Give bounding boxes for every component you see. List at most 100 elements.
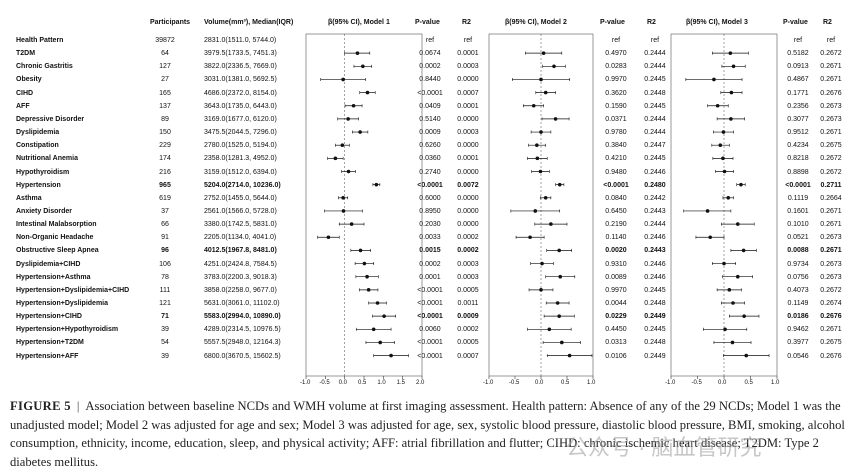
row-r2-model1: 0.0000 bbox=[457, 168, 479, 176]
row-r2-model1: 0.0000 bbox=[457, 76, 479, 84]
row-r2-model1: 0.0005 bbox=[457, 286, 479, 294]
plot-frame bbox=[305, 33, 423, 377]
row-name: Chronic Gastritis bbox=[16, 63, 73, 71]
row-name: Obesity bbox=[16, 76, 42, 84]
row-r2-model3: 0.2676 bbox=[820, 89, 842, 97]
row-participants: 39872 bbox=[155, 37, 175, 44]
row-pvalue-model3: 0.1119 bbox=[787, 194, 809, 202]
beta-point bbox=[560, 340, 564, 345]
header-participants: Participants bbox=[150, 19, 191, 26]
beta-point bbox=[735, 274, 740, 279]
table-row: Obstructive Sleep Apnea 96 4012.5(1967.8, … bbox=[0, 243, 864, 258]
row-pvalue-model2: 0.4970 bbox=[605, 50, 627, 58]
table-row: Non-Organic Headache 91 2205.0(1134.0, 404… bbox=[0, 230, 864, 245]
row-pvalue-model2: 0.4210 bbox=[605, 155, 627, 163]
row-r2-model3: 0.2671 bbox=[820, 326, 842, 334]
row-participants: 229 bbox=[159, 142, 171, 150]
row-pvalue-model3: <0.0001 bbox=[785, 181, 811, 189]
x-tick-label: 1.0 bbox=[587, 380, 596, 386]
plot-frame bbox=[670, 33, 778, 377]
beta-point bbox=[371, 327, 376, 332]
row-pvalue-model1: 0.0360 bbox=[419, 155, 441, 163]
row-r2-model2: 0.2445 bbox=[644, 326, 666, 334]
beta-point bbox=[541, 51, 546, 55]
x-tick-label: 1.0 bbox=[771, 380, 780, 386]
row-pvalue-model1: 0.2030 bbox=[419, 221, 441, 229]
row-pvalue-model1: 0.8950 bbox=[419, 207, 441, 215]
table-row: Hypertension 965 5204.0(2714.0, 10236.0) <0… bbox=[0, 178, 864, 193]
x-tick-label: -1.0 bbox=[300, 380, 311, 386]
row-participants: 64 bbox=[161, 50, 169, 58]
beta-point bbox=[333, 156, 338, 161]
forest-plot-figure: Participants Volume(mm³), Median(IQR) β(… bbox=[0, 19, 864, 386]
x-tick-label: 0.5 bbox=[358, 380, 367, 386]
row-pvalue-model2: 0.4450 bbox=[605, 326, 627, 334]
row-pvalue-model1: 0.0060 bbox=[419, 326, 441, 334]
row-r2-model2: 0.2443 bbox=[644, 247, 666, 255]
row-pvalue-model2: 0.0020 bbox=[605, 247, 627, 255]
row-name: Health Pattern bbox=[16, 37, 64, 44]
beta-point bbox=[349, 222, 354, 226]
table-row: Dyslipidemia 150 3475.5(2044.5, 7296.0) 0.0… bbox=[0, 125, 864, 140]
row-volume: 5583.0(2994.0, 10890.0) bbox=[204, 313, 281, 321]
row-name: Nutritional Anemia bbox=[16, 155, 78, 163]
row-pvalue-model3: 0.1771 bbox=[787, 89, 809, 97]
row-volume: 2358.0(1281.3, 4952.0) bbox=[204, 155, 277, 163]
caption-separator: | bbox=[76, 399, 80, 413]
row-name: Hypertension+Dyslipidemia bbox=[16, 300, 109, 307]
row-r2-model3: 0.2673 bbox=[820, 234, 842, 242]
row-r2-model2: 0.2447 bbox=[644, 142, 666, 150]
row-r2-model3: 0.2671 bbox=[820, 129, 842, 137]
table-row: Depressive Disorder 89 3169.0(1677.0, 6120… bbox=[0, 112, 864, 127]
row-pvalue-model3: 0.0756 bbox=[787, 273, 809, 281]
row-r2-model2: 0.2449 bbox=[644, 352, 666, 360]
row-r2-model2: 0.2446 bbox=[644, 273, 666, 281]
row-volume: 5557.5(2948.0, 12164.3) bbox=[204, 339, 281, 347]
row-pvalue-model1: 0.0001 bbox=[419, 273, 441, 281]
row-participants: 54 bbox=[161, 339, 169, 347]
row-pvalue-model2: <0.0001 bbox=[603, 181, 629, 189]
row-r2-model3: 0.2676 bbox=[820, 313, 842, 321]
beta-point bbox=[557, 248, 561, 253]
row-pvalue-model1: 0.0674 bbox=[419, 50, 441, 58]
row-r2-model1: 0.0001 bbox=[457, 155, 479, 163]
row-r2-model3: 0.2664 bbox=[820, 194, 842, 202]
beta-point bbox=[555, 301, 560, 305]
beta-point bbox=[375, 301, 380, 305]
beta-point bbox=[547, 327, 552, 332]
forest-panel-model3: -1.0 -0.5 0.0 0.5 1.0 bbox=[665, 33, 779, 386]
forest-svg bbox=[670, 33, 778, 379]
row-pvalue-model2: 0.3620 bbox=[605, 89, 627, 97]
row-participants: 91 bbox=[161, 234, 169, 242]
row-pvalue-model3: 0.9462 bbox=[787, 326, 809, 334]
row-name: Hypertension+AFF bbox=[16, 352, 79, 360]
beta-point bbox=[539, 77, 543, 82]
forest-panel-model1: -1.0 -0.5 0.0 0.5 1.0 1.5 2.0 bbox=[300, 33, 424, 386]
beta-point bbox=[722, 169, 727, 174]
row-pvalue-model1: <0.0001 bbox=[417, 313, 443, 321]
table-row: CIHD 165 4686.0(2372.0, 8154.0) <0.0001 0.00… bbox=[0, 86, 864, 101]
row-pvalue-model3: 0.0546 bbox=[787, 352, 809, 360]
beta-point bbox=[543, 196, 548, 200]
row-r2-model1: 0.0003 bbox=[457, 129, 479, 137]
beta-point bbox=[365, 90, 370, 95]
row-pvalue-model2: 0.2190 bbox=[605, 221, 627, 229]
row-pvalue-model3: 0.1601 bbox=[787, 207, 809, 215]
row-pvalue-model3: 0.1149 bbox=[787, 300, 809, 307]
row-r2-model1: ref bbox=[463, 37, 473, 44]
row-participants: 216 bbox=[159, 168, 171, 176]
table-row: Hypertension+T2DM 54 5557.5(2948.0, 12164.… bbox=[0, 335, 864, 350]
row-pvalue-model2: 0.9970 bbox=[605, 286, 627, 294]
table-row: Nutritional Anemia 174 2358.0(1281.3, 4952… bbox=[0, 151, 864, 166]
row-pvalue-model1: 0.8440 bbox=[419, 76, 441, 84]
row-r2-model3: 0.2676 bbox=[820, 352, 842, 360]
x-tick-label: 0.0 bbox=[535, 380, 544, 386]
beta-point bbox=[553, 117, 558, 121]
x-tick-label: -0.5 bbox=[319, 380, 330, 386]
row-r2-model2: 0.2448 bbox=[644, 300, 666, 307]
row-volume: 4012.5(1967.8, 8481.0) bbox=[204, 247, 277, 255]
header-model1: β(95% CI), Model 1 bbox=[328, 19, 390, 26]
row-volume: 3159.0(1512.0, 6394.0) bbox=[204, 168, 277, 176]
beta-point bbox=[712, 77, 716, 82]
row-pvalue-model3: 0.3977 bbox=[787, 339, 809, 347]
